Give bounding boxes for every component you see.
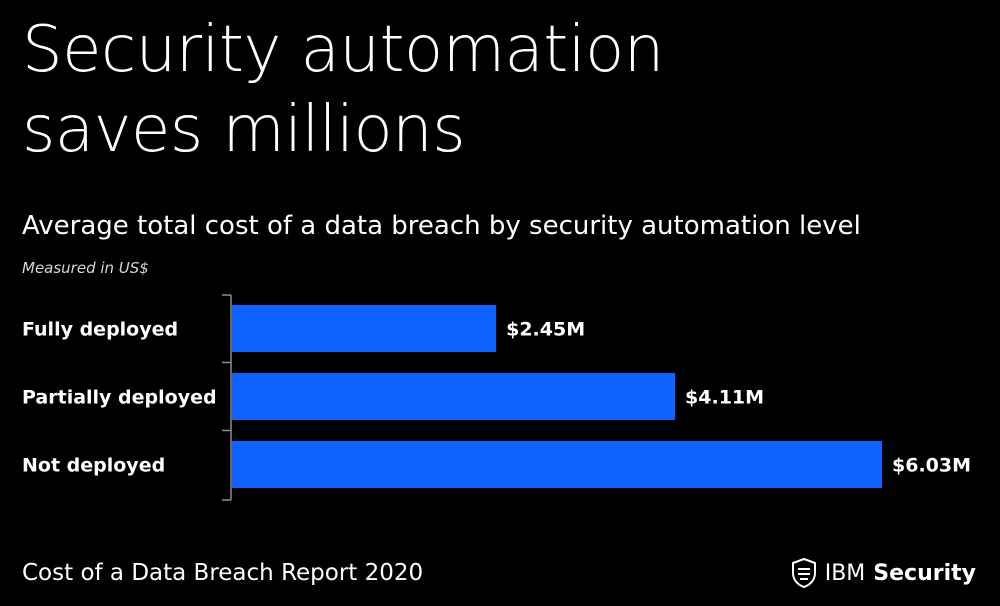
report-footer: Cost of a Data Breach Report 2020 [22, 560, 424, 586]
bar-chart: Fully deployed $2.45M Partially deployed $4… [22, 294, 971, 501]
shield-icon [791, 558, 816, 588]
brand-security: Security [873, 560, 976, 586]
category-label: Fully deployed [22, 319, 178, 341]
value-label: $4.11M [685, 387, 764, 409]
value-label: $6.03M [892, 455, 971, 477]
category-label: Not deployed [22, 455, 165, 477]
headline: Security automation saves millions [22, 10, 922, 170]
brand-ibm: IBM [824, 560, 866, 586]
bar [232, 373, 676, 420]
headline-line-2: saves millions [22, 93, 466, 167]
value-label: $2.45M [506, 319, 585, 341]
chart-subtitle: Average total cost of a data breach by s… [22, 211, 861, 241]
bar [232, 441, 882, 488]
ibm-security-logo: IBM Security [791, 558, 976, 588]
unit-note: Measured in US$ [22, 259, 149, 277]
headline-line-1: Security automation [22, 13, 664, 87]
category-label: Partially deployed [22, 387, 217, 409]
bar [232, 305, 497, 352]
